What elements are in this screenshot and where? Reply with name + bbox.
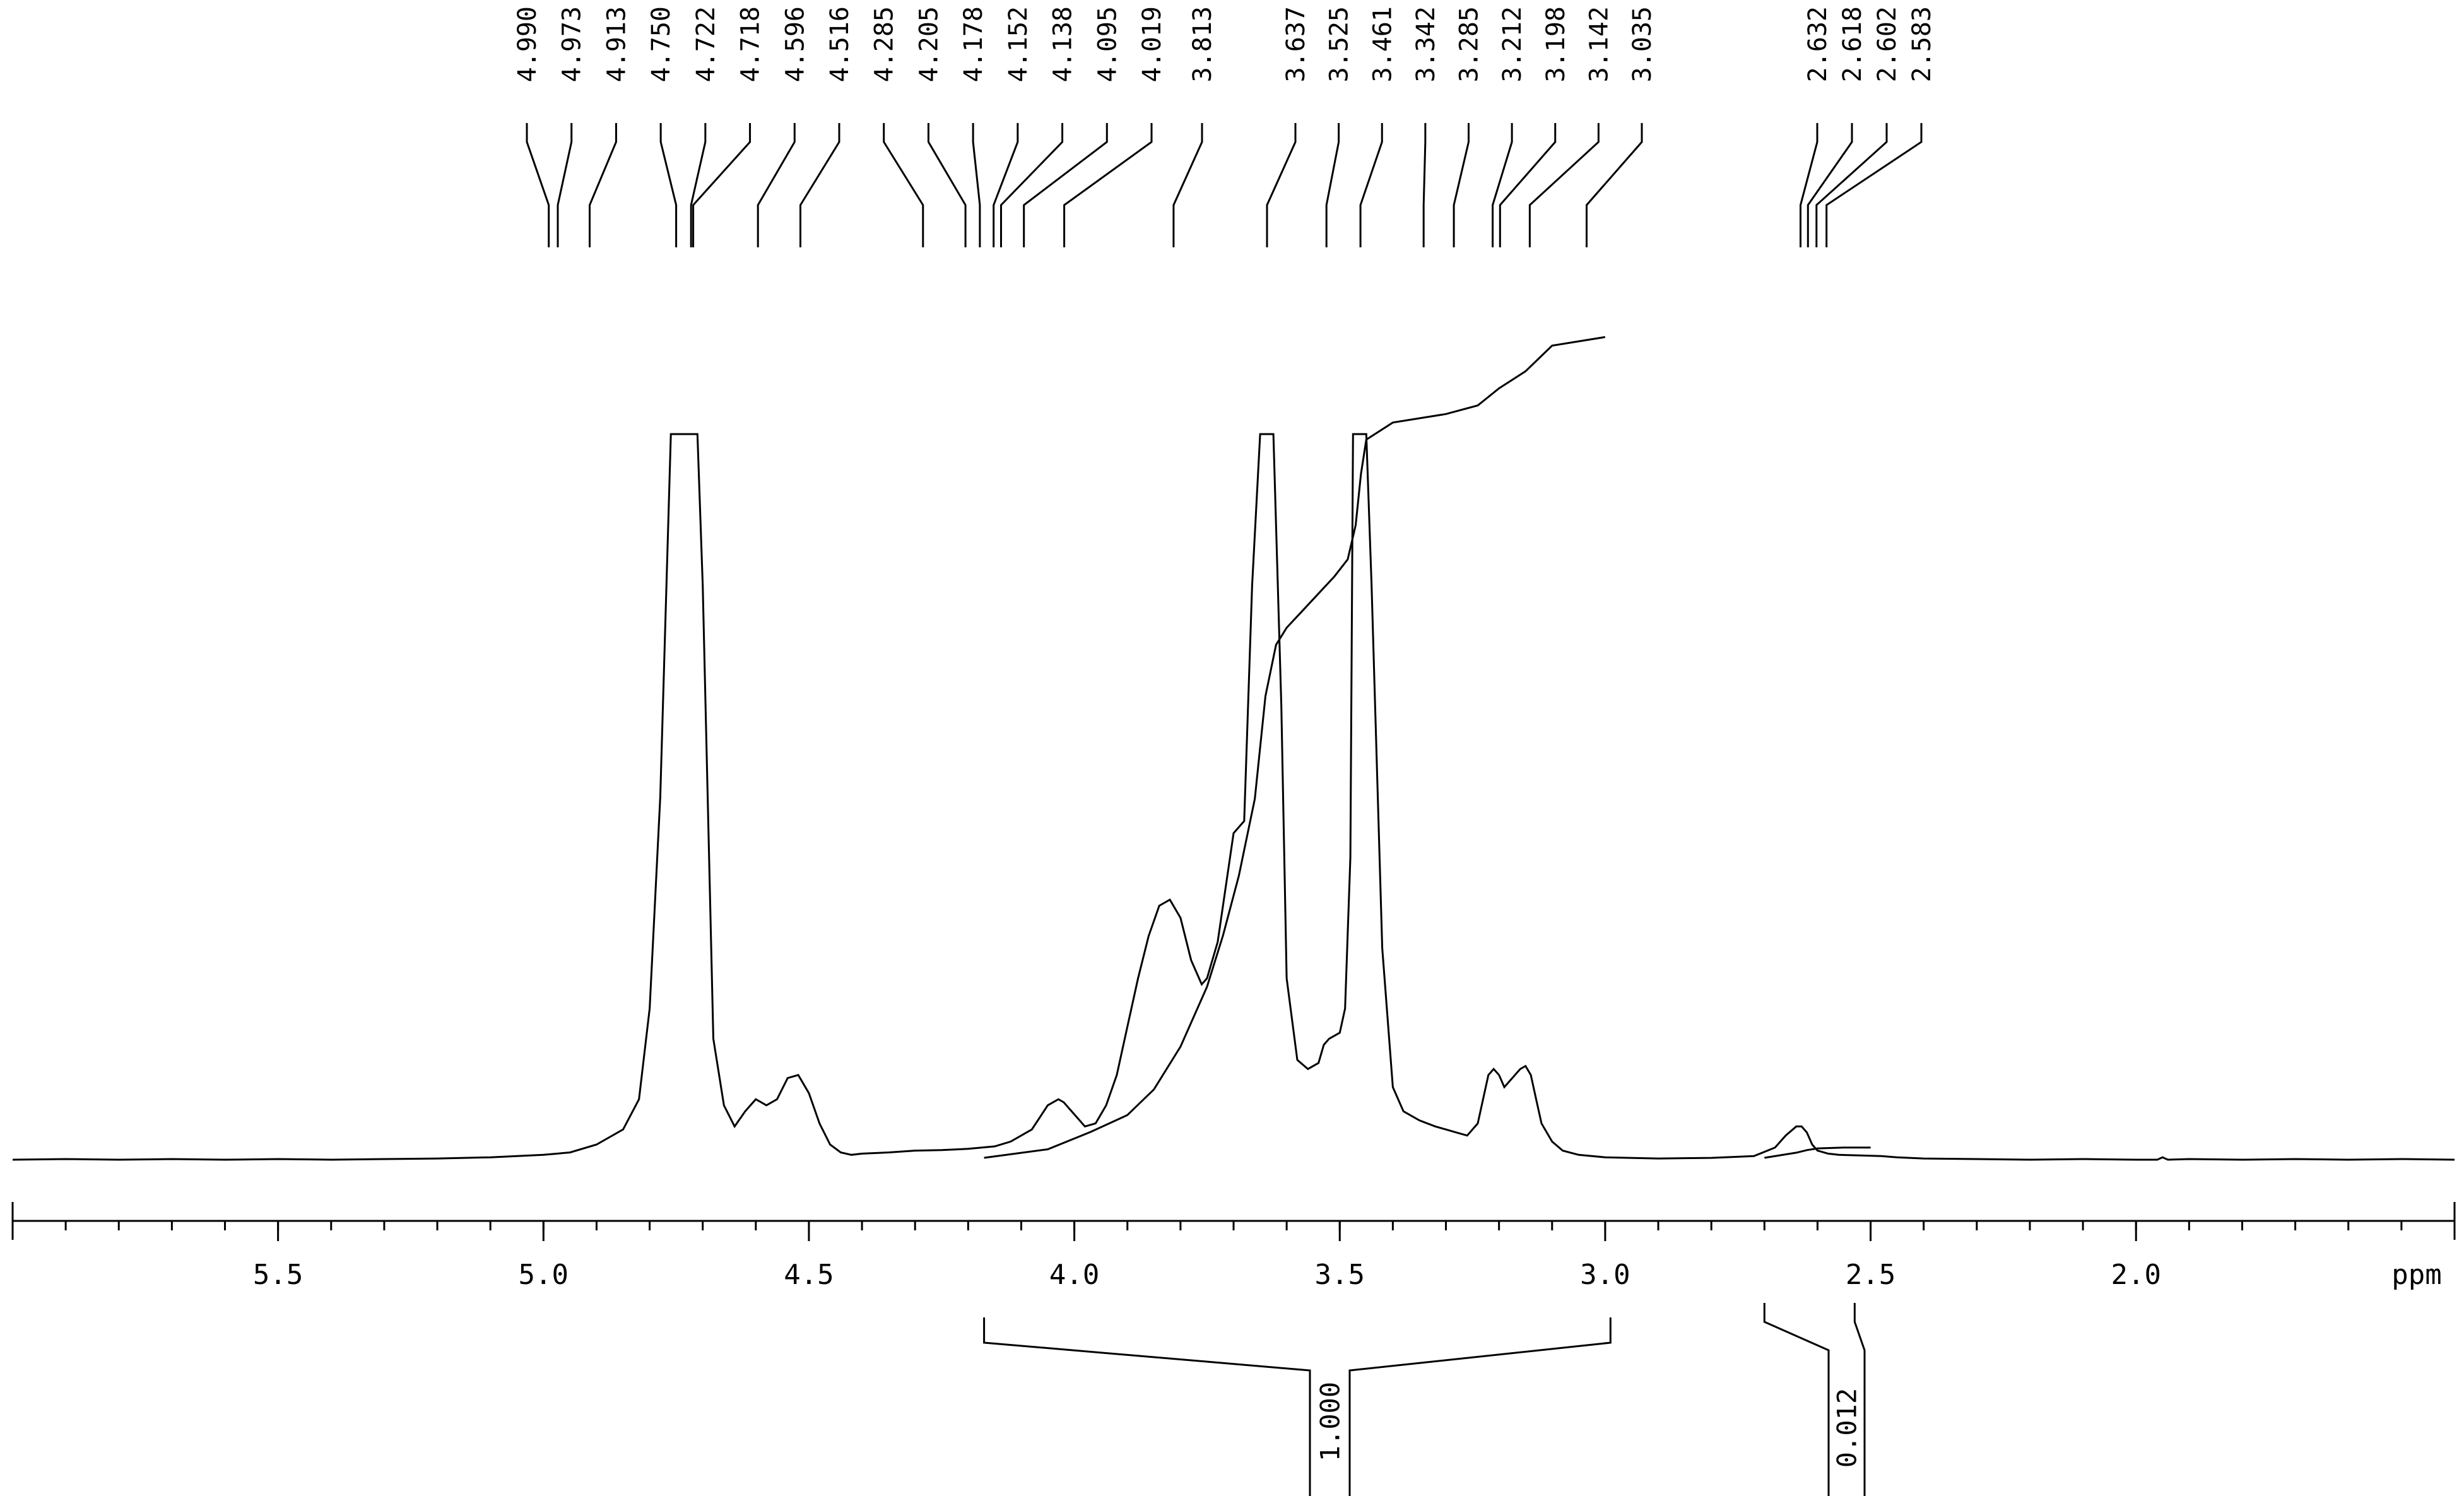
peak-leader-line [972,123,981,247]
peak-label: 3.142 [1584,6,1613,82]
peak-label: 4.285 [870,6,899,82]
peak-leader-line [1492,123,1513,247]
integral-bracket-group: 1.000 0.012 [983,1303,1866,1496]
peak-label: 2.602 [1873,6,1902,82]
peak-label: 4.913 [602,6,631,82]
peak-leader-line [1325,123,1340,247]
peak-label: 3.813 [1188,6,1217,82]
x-tick-label: 4.0 [1049,1259,1099,1291]
peak-label: 4.973 [558,6,587,82]
peak-leader-line [690,123,707,247]
peak-leader-line [1453,123,1470,247]
x-tick-label: 2.0 [2111,1259,2160,1291]
peak-leader-line [1422,123,1427,247]
integral-value-label: 0.012 [1832,1388,1863,1468]
peak-leader-line [692,123,752,247]
peak-label: 4.516 [825,6,854,82]
peak-leader-line [993,123,1019,247]
integral-curve-small [1764,1146,1871,1159]
peak-label: 3.461 [1368,6,1397,82]
peak-label: 4.178 [959,6,988,82]
integral-bracket-left [983,1317,1311,1496]
peak-label: 4.722 [692,6,721,82]
integral-bracket-right [1348,1317,1612,1496]
peak-leader-line [1499,123,1557,247]
peak-leader-line [659,123,678,247]
peak-label: 3.198 [1541,6,1571,82]
peak-label: 3.637 [1282,6,1311,82]
peak-leader-line [1063,123,1153,247]
peak-label: 2.583 [1907,6,1936,82]
peak-label: 3.525 [1325,6,1354,82]
peak-label: 2.632 [1803,6,1832,82]
peak-leader-line [757,123,796,247]
peak-leader-line [799,123,840,247]
integral-bracket-right [1853,1303,1866,1496]
peak-leader-line [927,123,967,247]
x-tick-label: 4.5 [784,1259,834,1291]
x-tick-label: 5.0 [519,1259,569,1291]
peak-label: 4.990 [513,6,542,82]
peak-label: 4.095 [1093,6,1122,82]
peak-leader-line [589,123,617,247]
peak-label: 4.750 [647,6,676,82]
peak-label: 3.285 [1455,6,1484,82]
peak-label: 4.019 [1138,6,1167,82]
peak-label: 3.212 [1498,6,1527,82]
peak-label: 4.138 [1049,6,1078,82]
peak-leader-line [1800,123,1819,247]
peak-leader-line [1586,123,1643,247]
peak-label: 4.152 [1004,6,1033,82]
peak-leader-line [1023,123,1108,247]
peak-label: 4.596 [781,6,810,82]
peak-connector-group [526,123,1923,247]
x-axis: 5.5 5.0 4.5 4.0 3.5 3.0 2.5 2.0 [11,1202,2456,1291]
x-tick-label: 2.5 [1846,1259,1895,1291]
peak-leader-line [883,123,924,247]
integral-curve [984,336,1606,1159]
peak-leader-line [1815,123,1888,247]
x-tick-label: 3.0 [1580,1259,1630,1291]
peak-leader-line [1000,123,1064,247]
peak-label: 4.205 [914,6,943,82]
peak-leader-line [1807,123,1853,247]
x-tick-label: 5.5 [253,1259,303,1291]
peak-label: 2.618 [1838,6,1867,82]
peak-leader-line [557,123,573,247]
x-axis-unit-label: ppm [2391,1259,2441,1291]
peak-label: 3.342 [1412,6,1441,82]
x-tick-label: 3.5 [1315,1259,1365,1291]
spectrum-line [12,433,2455,1161]
integral-bracket-left [1763,1303,1830,1496]
peak-leader-line [526,123,550,247]
peak-leader-line [1172,123,1203,247]
peak-leader-line [1359,123,1383,247]
peak-leader-line [1266,123,1297,247]
peak-label: 4.718 [736,6,765,82]
peak-label: 3.035 [1628,6,1657,82]
integral-value-label: 1.000 [1315,1382,1346,1461]
peak-leader-line [1825,123,1923,247]
peak-leader-line [1528,123,1600,247]
peak-label-group: 4.990 4.973 4.913 4.750 4.722 4.718 4.596 4.516… [513,6,1936,82]
